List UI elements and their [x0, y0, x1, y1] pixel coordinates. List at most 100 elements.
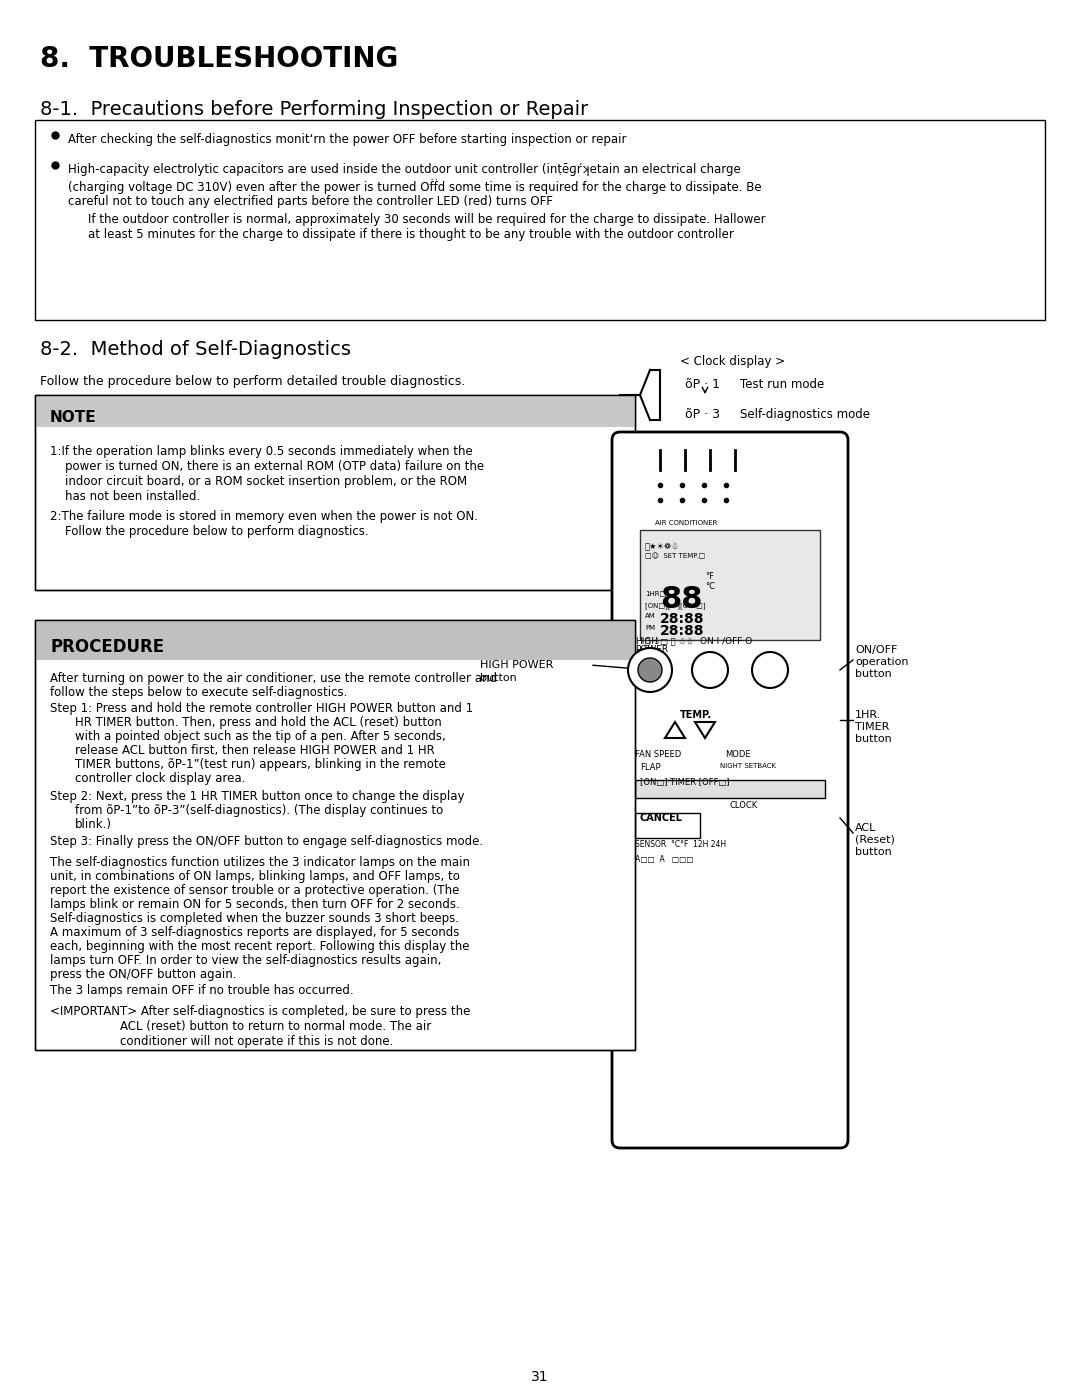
Text: ON·I /OFF·O: ON·I /OFF·O	[700, 637, 753, 645]
Text: Test run mode: Test run mode	[740, 379, 824, 391]
Bar	[635, 780, 825, 798]
Text: ON/OFF: ON/OFF	[855, 645, 897, 655]
Text: 28:88: 28:88	[660, 624, 704, 638]
FancyBboxPatch shape	[612, 432, 848, 1148]
Text: Follow the procedure below to perform detailed trouble diagnostics.: Follow the procedure below to perform de…	[40, 374, 465, 388]
Text: °F: °F	[705, 571, 714, 581]
Text: HIGH: HIGH	[635, 637, 658, 645]
Text: □☺  SET TEMP.□: □☺ SET TEMP.□	[645, 552, 705, 559]
Bar	[35, 395, 635, 427]
Text: 1HR□: 1HR□	[645, 590, 666, 597]
Text: AM: AM	[645, 613, 656, 619]
Text: After checking the self-diagnostics monit‘rn the power OFF before starting inspe: After checking the self-diagnostics moni…	[68, 133, 626, 147]
Text: Self-diagnostics is completed when the buzzer sounds 3 short beeps.: Self-diagnostics is completed when the b…	[50, 912, 459, 925]
Bar	[35, 620, 635, 1051]
Polygon shape	[665, 722, 685, 738]
Text: button: button	[855, 733, 892, 745]
Text: at least 5 minutes for the charge to dissipate if there is thought to be any tro: at least 5 minutes for the charge to dis…	[87, 228, 734, 242]
Text: unit, in combinations of ON lamps, blinking lamps, and OFF lamps, to: unit, in combinations of ON lamps, blink…	[50, 870, 460, 883]
Text: NIGHT SETBACK: NIGHT SETBACK	[720, 763, 777, 768]
Text: The self-diagnostics function utilizes the 3 indicator lamps on the main: The self-diagnostics function utilizes t…	[50, 856, 470, 869]
Text: After turning on power to the air conditioner, use the remote controller and: After turning on power to the air condit…	[50, 672, 497, 685]
Text: button: button	[855, 669, 892, 679]
Text: press the ON/OFF button again.: press the ON/OFF button again.	[50, 968, 237, 981]
Text: FAN SPEED: FAN SPEED	[635, 750, 681, 759]
Text: each, beginning with the most recent report. Following this display the: each, beginning with the most recent rep…	[50, 940, 470, 953]
Text: (Reset): (Reset)	[855, 835, 895, 845]
Text: CANCEL: CANCEL	[640, 813, 683, 823]
Polygon shape	[696, 722, 715, 738]
Bar	[35, 120, 1045, 320]
Text: 8-1.  Precautions before Performing Inspection or Repair: 8-1. Precautions before Performing Inspe…	[40, 101, 589, 119]
Bar	[35, 395, 635, 590]
Text: has not been installed.: has not been installed.	[65, 490, 200, 503]
Text: NOTE: NOTE	[50, 409, 96, 425]
Text: 1:If the operation lamp blinks every 0.5 seconds immediately when the: 1:If the operation lamp blinks every 0.5…	[50, 446, 473, 458]
Text: AIR CONDITIONER: AIR CONDITIONER	[654, 520, 717, 527]
Text: TIMER buttons, õP-1”(test run) appears, blinking in the remote: TIMER buttons, õP-1”(test run) appears, …	[75, 759, 446, 771]
Text: TEMP.: TEMP.	[680, 710, 712, 719]
Text: blink.): blink.)	[75, 819, 112, 831]
Text: lamps blink or remain ON for 5 seconds, then turn OFF for 2 seconds.: lamps blink or remain ON for 5 seconds, …	[50, 898, 460, 911]
Bar	[35, 620, 635, 1051]
Text: lamps turn OFF. In order to view the self-diagnostics results again,: lamps turn OFF. In order to view the sel…	[50, 954, 442, 967]
Circle shape	[752, 652, 788, 687]
Text: A□□  A   □□□: A□□ A □□□	[635, 855, 693, 863]
Text: controller clock display area.: controller clock display area.	[75, 773, 245, 785]
Text: Step 3: Finally press the ON/OFF button to engage self-diagnostics mode.: Step 3: Finally press the ON/OFF button …	[50, 835, 483, 848]
Text: power is turned ON, there is an external ROM (OTP data) failure on the: power is turned ON, there is an external…	[65, 460, 484, 474]
Text: Follow the procedure below to perform diagnostics.: Follow the procedure below to perform di…	[65, 525, 368, 538]
Text: conditioner will not operate if this is not done.: conditioner will not operate if this is …	[120, 1035, 393, 1048]
Text: High-capacity electrolytic capacitors are used inside the outdoor unit controlle: High-capacity electrolytic capacitors ar…	[68, 163, 741, 176]
Text: Ⓐ★☀❁☃: Ⓐ★☀❁☃	[645, 542, 679, 552]
Text: SENSOR  °C°F  12H 24H: SENSOR °C°F 12H 24H	[635, 840, 726, 849]
Circle shape	[638, 658, 662, 682]
Text: with a pointed object such as the tip of a pen. After 5 seconds,: with a pointed object such as the tip of…	[75, 731, 446, 743]
Text: release ACL button first, then release HIGH POWER and 1 HR: release ACL button first, then release H…	[75, 745, 435, 757]
Bar	[635, 813, 700, 838]
Bar	[35, 620, 635, 659]
Text: PROCEDURE: PROCEDURE	[50, 638, 164, 657]
Text: POWER: POWER	[635, 645, 669, 654]
Text: (charging voltage DC 310V) even after the power is turned Oḟḟd some time is requ: (charging voltage DC 310V) even after th…	[68, 179, 761, 194]
Text: Step 2: Next, press the 1 HR TIMER button once to change the display: Step 2: Next, press the 1 HR TIMER butto…	[50, 789, 464, 803]
Text: 2:The failure mode is stored in memory even when the power is not ON.: 2:The failure mode is stored in memory e…	[50, 510, 478, 522]
Text: indoor circuit board, or a ROM socket insertion problem, or the ROM: indoor circuit board, or a ROM socket in…	[65, 475, 468, 488]
Text: TIMER: TIMER	[855, 722, 889, 732]
Text: 88: 88	[660, 585, 702, 615]
Text: FLAP: FLAP	[640, 763, 661, 773]
Text: The 3 lamps remain OFF if no trouble has occurred.: The 3 lamps remain OFF if no trouble has…	[50, 983, 353, 997]
Text: 8-2.  Method of Self-Diagnostics: 8-2. Method of Self-Diagnostics	[40, 339, 351, 359]
Text: careful not to touch any electrified parts before the controller LED (red) turns: careful not to touch any electrified par…	[68, 196, 553, 208]
Bar	[35, 395, 635, 590]
Text: If the outdoor controller is normal, approximately 30 seconds will be required f: If the outdoor controller is normal, app…	[87, 212, 766, 226]
Text: õP · 3: õP · 3	[685, 408, 720, 420]
Text: 1HR.: 1HR.	[855, 710, 881, 719]
Text: button: button	[855, 847, 892, 856]
Text: ACL: ACL	[855, 823, 876, 833]
Text: report the existence of sensor trouble or a protective operation. (The: report the existence of sensor trouble o…	[50, 884, 459, 897]
Text: operation: operation	[855, 657, 908, 666]
Text: [ON□][   ][OFF□]: [ON□][ ][OFF□]	[645, 602, 705, 609]
Text: 28:88: 28:88	[660, 612, 704, 626]
Text: [ON□] TIMER [OFF□]: [ON□] TIMER [OFF□]	[640, 778, 729, 787]
Text: ACL (reset) button to return to normal mode. The air: ACL (reset) button to return to normal m…	[120, 1020, 431, 1032]
Text: button: button	[480, 673, 516, 683]
Text: °C: °C	[705, 583, 715, 591]
Text: Self-diagnostics mode: Self-diagnostics mode	[740, 408, 870, 420]
Text: Ⓐ ☃□ Ⓑ ☃☃: Ⓐ ☃□ Ⓑ ☃☃	[645, 637, 693, 647]
Text: õP · 1: õP · 1	[685, 379, 720, 391]
Text: PM: PM	[645, 624, 656, 631]
Text: HR TIMER button. Then, press and hold the ACL (reset) button: HR TIMER button. Then, press and hold th…	[75, 717, 442, 729]
Text: Step 1: Press and hold the remote controller HIGH POWER button and 1: Step 1: Press and hold the remote contro…	[50, 703, 473, 715]
Text: < Clock display >: < Clock display >	[680, 355, 785, 367]
Text: CLOCK: CLOCK	[730, 800, 758, 810]
Text: 1HR.: 1HR.	[638, 678, 662, 686]
Circle shape	[692, 652, 728, 687]
Text: follow the steps below to execute self-diagnostics.: follow the steps below to execute self-d…	[50, 686, 348, 698]
Text: 31: 31	[531, 1370, 549, 1384]
Text: 8.  TROUBLESHOOTING: 8. TROUBLESHOOTING	[40, 45, 399, 73]
Text: from õP-1”to õP-3”(self-diagnostics). (The display continues to: from õP-1”to õP-3”(self-diagnostics). (T…	[75, 805, 443, 817]
Text: A maximum of 3 self-diagnostics reports are displayed, for 5 seconds: A maximum of 3 self-diagnostics reports …	[50, 926, 459, 939]
Text: <IMPORTANT> After self-diagnostics is completed, be sure to press the: <IMPORTANT> After self-diagnostics is co…	[50, 1004, 471, 1018]
